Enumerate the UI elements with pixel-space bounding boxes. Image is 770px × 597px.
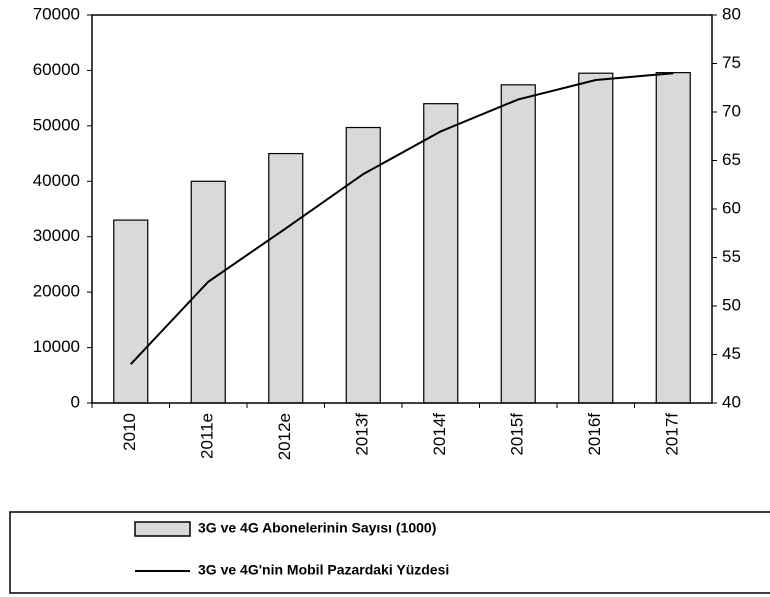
y-tick-label: 40000: [33, 171, 80, 190]
y-tick-label: 30000: [33, 226, 80, 245]
bar: [345, 126, 381, 404]
y-tick-label: 10000: [33, 337, 80, 356]
line: [130, 72, 674, 365]
legend-swatch: [134, 521, 191, 537]
bar: [578, 72, 614, 404]
legend-box: [9, 511, 770, 594]
bar: [190, 180, 226, 404]
x-tick-label: 2012e: [275, 413, 294, 460]
y2-tick-label: 70: [722, 101, 741, 120]
plot-frame: [91, 14, 713, 404]
y2-tick-label: 40: [722, 392, 741, 411]
y2-tick-label: 80: [722, 4, 741, 23]
bar: [500, 84, 536, 404]
y2-tick-label: 60: [722, 198, 741, 217]
y2-tick-label: 45: [722, 344, 741, 363]
y2-tick-label: 50: [722, 295, 741, 314]
x-tick-label: 2014f: [430, 413, 449, 456]
y-tick-label: 60000: [33, 60, 80, 79]
y-tick-label: 70000: [33, 4, 80, 23]
bar: [268, 152, 304, 404]
y2-tick-label: 55: [722, 247, 741, 266]
x-tick-label: 2015f: [508, 413, 527, 456]
bar: [113, 219, 149, 404]
legend-label: 3G ve 4G Abonelerinin Sayısı (1000): [198, 520, 436, 536]
x-tick-label: 2010: [120, 413, 139, 451]
legend-label: 3G ve 4G'nin Mobil Pazardaki Yüzdesi: [198, 562, 449, 578]
x-tick-label: 2017f: [663, 413, 682, 456]
y2-tick-label: 75: [722, 53, 741, 72]
y2-tick-label: 65: [722, 150, 741, 169]
y-tick-label: 0: [71, 392, 80, 411]
x-tick-label: 2011e: [198, 413, 217, 459]
x-tick-label: 2013f: [353, 413, 372, 456]
bar: [655, 72, 691, 404]
x-tick-label: 2016f: [585, 413, 604, 456]
y-tick-label: 20000: [33, 282, 80, 301]
bar: [423, 103, 459, 404]
y-tick-label: 50000: [33, 115, 80, 134]
